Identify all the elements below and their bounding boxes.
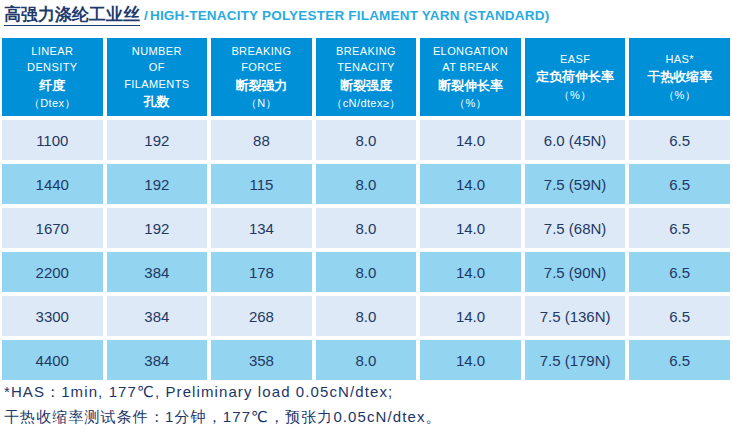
table-cell-has: 6.5: [629, 164, 730, 204]
column-header-number-of-filaments: NUMBEROFFILAMENTS孔数: [107, 38, 208, 116]
table-row: 22003841788.014.07.5 (90N)6.5: [2, 252, 730, 292]
column-header-line: EASF: [527, 51, 624, 68]
column-header-line: （%）: [527, 87, 624, 104]
table-cell-breaking-tenacity: 8.0: [316, 252, 417, 292]
column-header-breaking-tenacity: BREAKINGTENACITY断裂强度（cN/dtex≥）: [316, 38, 417, 116]
table-cell-breaking-tenacity: 8.0: [316, 340, 417, 380]
column-header-line: 干热收缩率: [631, 67, 728, 87]
table-cell-elongation-at-break: 14.0: [420, 296, 521, 336]
table-cell-number-of-filaments: 192: [107, 208, 208, 248]
column-header-line: （%）: [631, 87, 728, 104]
table-cell-easf: 7.5 (179N): [525, 340, 626, 380]
page-title-chinese: 高强力涤纶工业丝: [4, 5, 140, 26]
column-header-line: （Dtex）: [4, 95, 101, 112]
table-cell-breaking-tenacity: 8.0: [316, 208, 417, 248]
table-cell-has: 6.5: [629, 120, 730, 160]
table-cell-has: 6.5: [629, 208, 730, 248]
column-header-elongation-at-break: ELONGATIONAT BREAK断裂伸长率（%）: [420, 38, 521, 116]
column-header-line: BREAKING: [318, 43, 415, 60]
column-header-line: ELONGATION: [422, 43, 519, 60]
table-cell-number-of-filaments: 384: [107, 252, 208, 292]
column-header-line: TENACITY: [318, 59, 415, 76]
column-header-line: （%）: [422, 95, 519, 112]
footnote-chinese: 干热收缩率测试条件：1分钟，177℃，预张力0.05cN/dtex。: [4, 408, 442, 426]
column-header-line: DENSITY: [4, 59, 101, 76]
column-header-line: AT BREAK: [422, 59, 519, 76]
table-cell-linear-density: 4400: [2, 340, 103, 380]
footnotes: *HAS：1min, 177℃, Preliminary load 0.05cN…: [4, 383, 442, 433]
table-cell-linear-density: 3300: [2, 296, 103, 336]
table-cell-linear-density: 1440: [2, 164, 103, 204]
table-cell-elongation-at-break: 14.0: [420, 340, 521, 380]
table-cell-breaking-force: 115: [211, 164, 312, 204]
table-cell-number-of-filaments: 192: [107, 120, 208, 160]
table-row: 14401921158.014.07.5 (59N)6.5: [2, 164, 730, 204]
table-cell-breaking-force: 134: [211, 208, 312, 248]
column-header-line: （N）: [213, 95, 310, 112]
column-header-line: 定负荷伸长率: [527, 67, 624, 87]
table-cell-linear-density: 1670: [2, 208, 103, 248]
table-cell-breaking-force: 358: [211, 340, 312, 380]
column-header-line: LINEAR: [4, 43, 101, 60]
table-cell-has: 6.5: [629, 252, 730, 292]
column-header-line: 断裂伸长率: [422, 76, 519, 96]
page-title-english: HIGH-TENACITY POLYESTER FILAMENT YARN (S…: [150, 8, 549, 23]
table-cell-breaking-tenacity: 8.0: [316, 164, 417, 204]
column-header-line: HAS*: [631, 51, 728, 68]
table-cell-easf: 7.5 (90N): [525, 252, 626, 292]
table-cell-number-of-filaments: 192: [107, 164, 208, 204]
table-cell-number-of-filaments: 384: [107, 296, 208, 336]
table-cell-elongation-at-break: 14.0: [420, 252, 521, 292]
column-header-line: NUMBER: [109, 43, 206, 60]
table-cell-easf: 6.0 (45N): [525, 120, 626, 160]
table-cell-easf: 7.5 (59N): [525, 164, 626, 204]
table-row: 44003843588.014.07.5 (179N)6.5: [2, 340, 730, 380]
table-cell-has: 6.5: [629, 296, 730, 336]
table-cell-has: 6.5: [629, 340, 730, 380]
table-cell-elongation-at-break: 14.0: [420, 120, 521, 160]
column-header-line: 纤度: [4, 76, 101, 96]
table-cell-breaking-force: 88: [211, 120, 312, 160]
column-header-line: BREAKING: [213, 43, 310, 60]
spec-table-body: 1100192888.014.06.0 (45N)6.514401921158.…: [2, 120, 730, 380]
table-cell-elongation-at-break: 14.0: [420, 164, 521, 204]
column-header-line: FORCE: [213, 59, 310, 76]
column-header-easf: EASF定负荷伸长率（%）: [525, 38, 626, 116]
table-cell-easf: 7.5 (136N): [525, 296, 626, 336]
column-header-has: HAS*干热收缩率（%）: [629, 38, 730, 116]
footnote-english: *HAS：1min, 177℃, Preliminary load 0.05cN…: [4, 383, 442, 401]
spec-table-header: LINEARDENSITY纤度（Dtex）NUMBEROFFILAMENTS孔数…: [2, 38, 730, 116]
column-header-line: FILAMENTS: [109, 76, 206, 93]
table-cell-linear-density: 1100: [2, 120, 103, 160]
table-row: 33003842688.014.07.5 (136N)6.5: [2, 296, 730, 336]
table-cell-elongation-at-break: 14.0: [420, 208, 521, 248]
spec-table: LINEARDENSITY纤度（Dtex）NUMBEROFFILAMENTS孔数…: [0, 34, 732, 384]
spec-sheet-page: 高强力涤纶工业丝 /HIGH-TENACITY POLYESTER FILAMEN…: [0, 0, 732, 434]
table-row: 16701921348.014.07.5 (68N)6.5: [2, 208, 730, 248]
column-header-linear-density: LINEARDENSITY纤度（Dtex）: [2, 38, 103, 116]
table-cell-breaking-tenacity: 8.0: [316, 120, 417, 160]
column-header-line: 孔数: [109, 92, 206, 112]
page-title: 高强力涤纶工业丝 /HIGH-TENACITY POLYESTER FILAMEN…: [4, 3, 549, 26]
column-header-line: 断裂强力: [213, 76, 310, 96]
column-header-line: OF: [109, 59, 206, 76]
column-header-line: （cN/dtex≥）: [318, 95, 415, 112]
header-row: LINEARDENSITY纤度（Dtex）NUMBEROFFILAMENTS孔数…: [2, 38, 730, 116]
table-row: 1100192888.014.06.0 (45N)6.5: [2, 120, 730, 160]
table-cell-easf: 7.5 (68N): [525, 208, 626, 248]
title-separator: /: [144, 8, 148, 23]
table-cell-linear-density: 2200: [2, 252, 103, 292]
table-cell-breaking-force: 178: [211, 252, 312, 292]
table-cell-breaking-force: 268: [211, 296, 312, 336]
column-header-line: 断裂强度: [318, 76, 415, 96]
column-header-breaking-force: BREAKINGFORCE断裂强力（N）: [211, 38, 312, 116]
table-cell-number-of-filaments: 384: [107, 340, 208, 380]
table-cell-breaking-tenacity: 8.0: [316, 296, 417, 336]
